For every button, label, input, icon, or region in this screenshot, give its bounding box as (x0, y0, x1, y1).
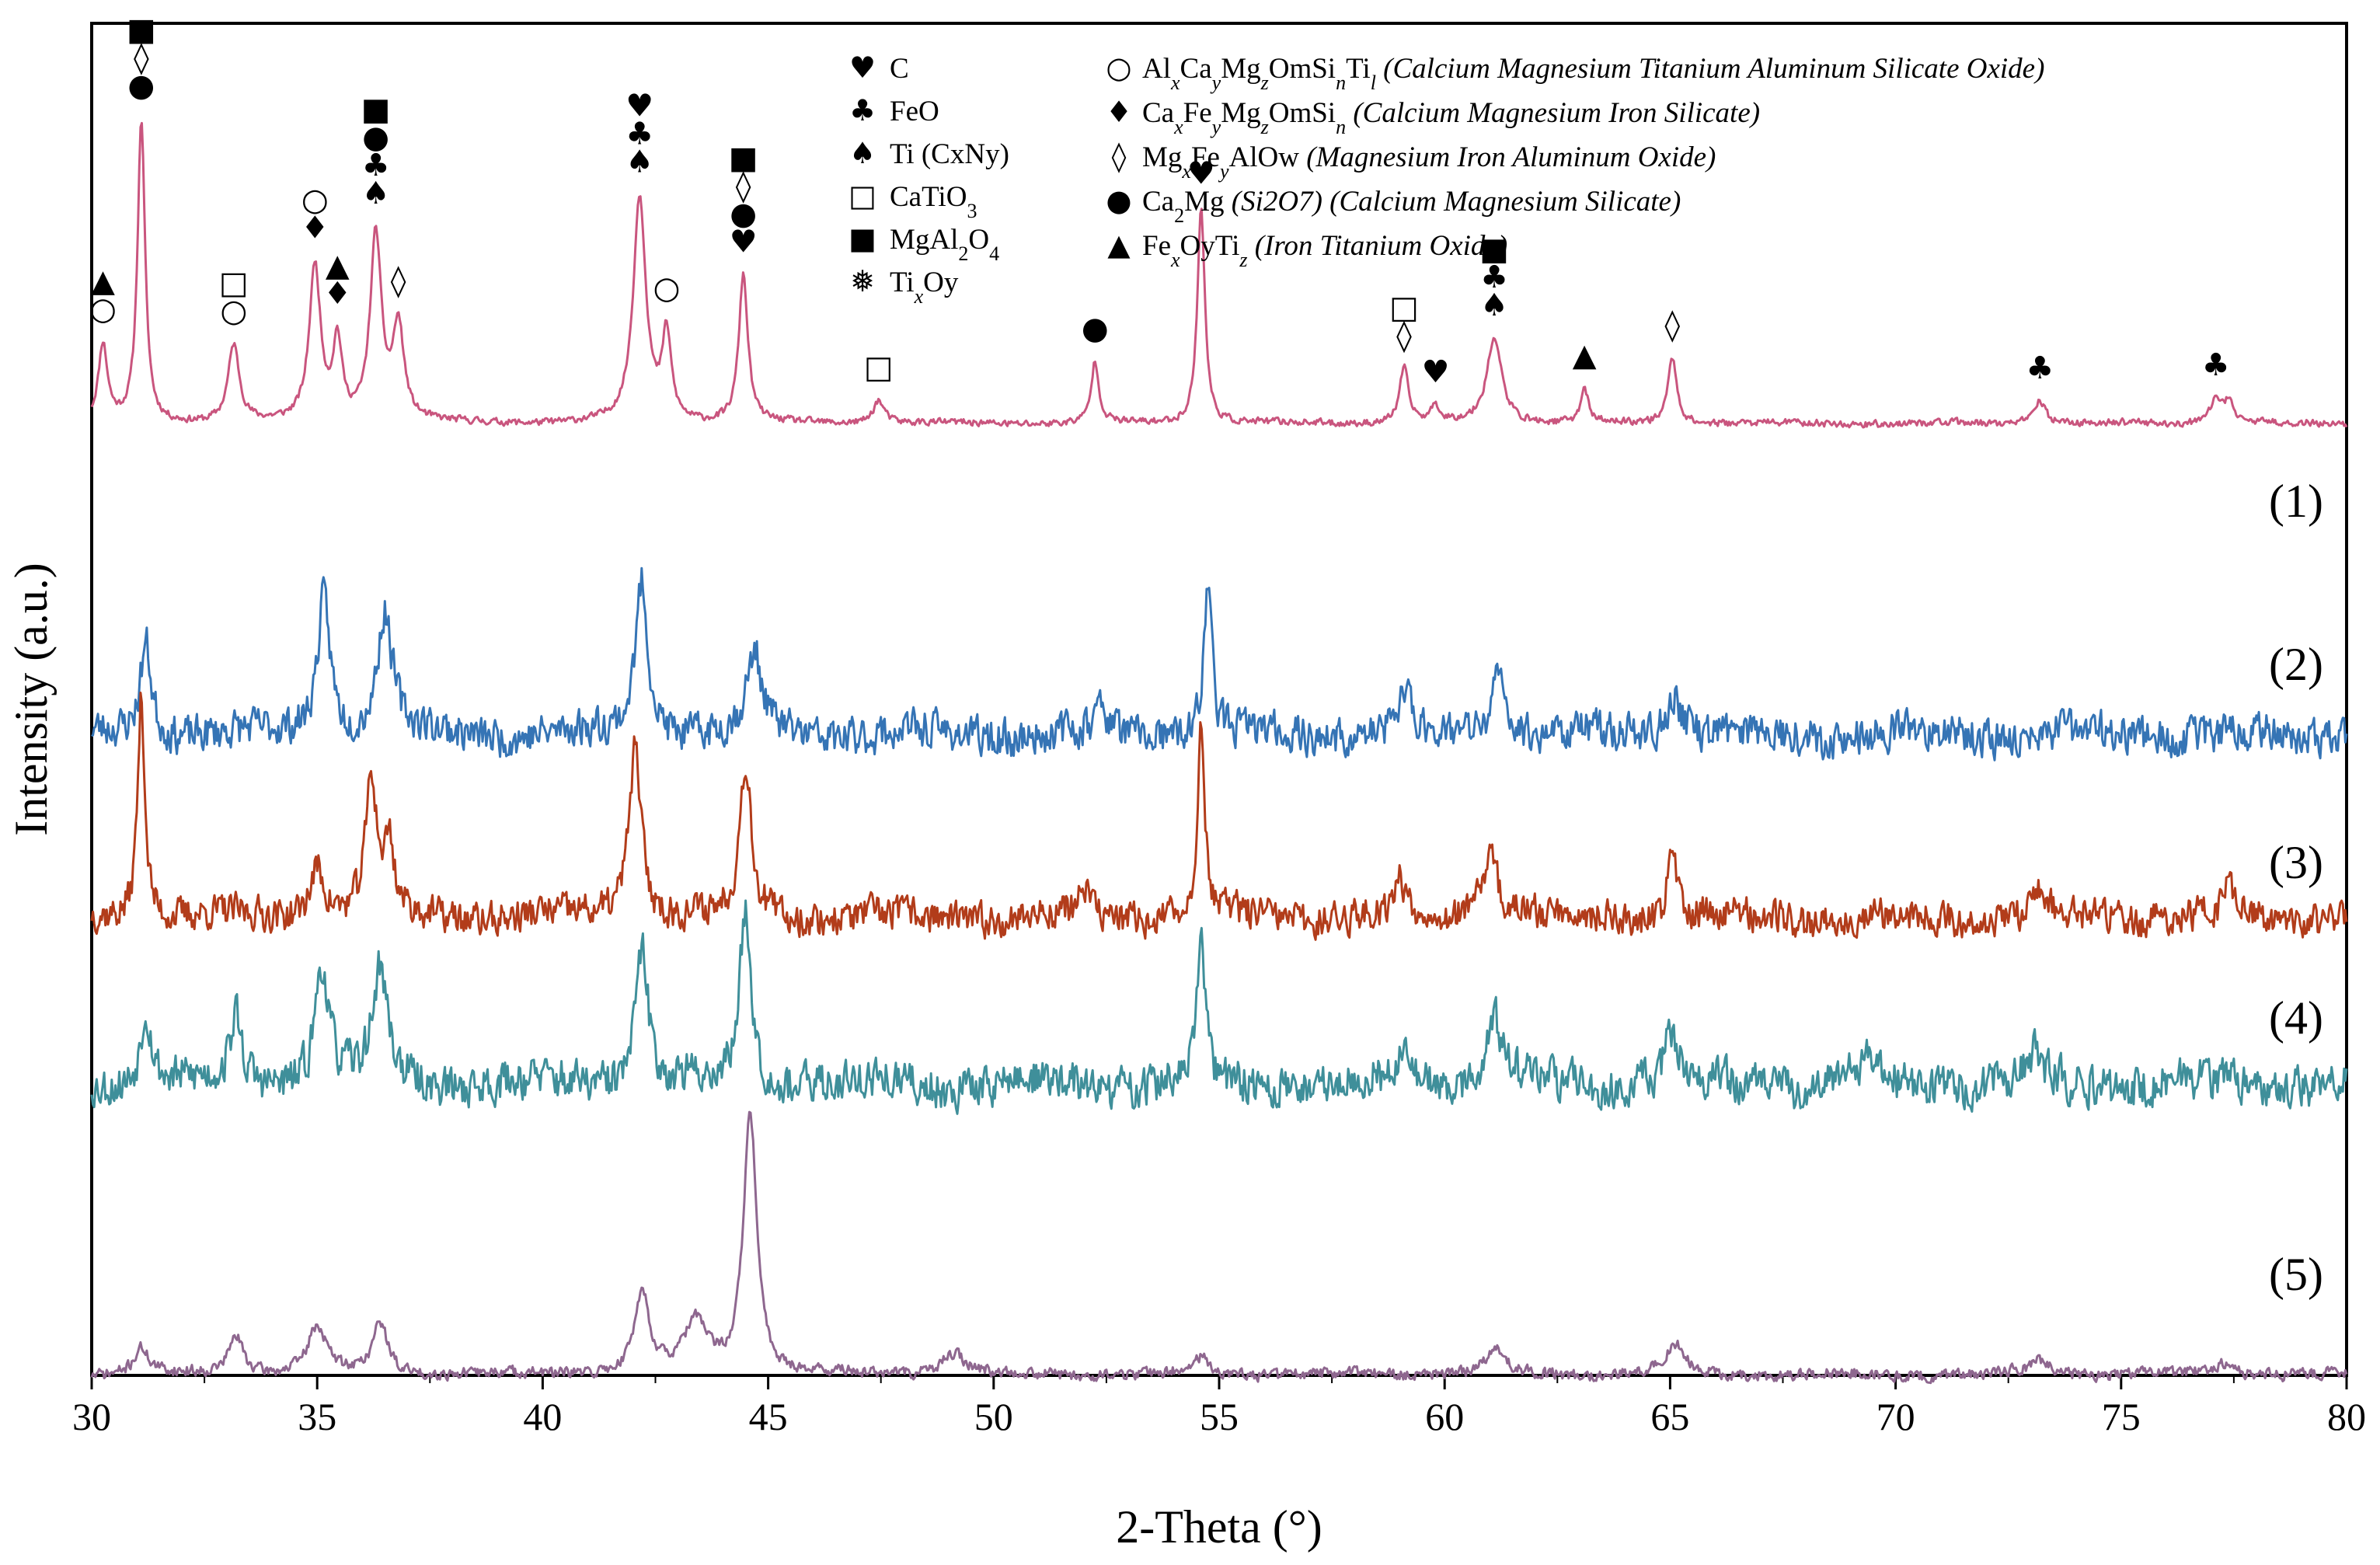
peak-marker: ■ (127, 12, 156, 48)
peak-marker: ♥ (625, 89, 653, 124)
legend-symbol: ♣ (849, 93, 876, 127)
legend-symbol: ♥ (849, 51, 876, 85)
series-line-5 (90, 1110, 2348, 1385)
peak-marker: ▲ (91, 263, 115, 299)
legend-symbol: ▲ (1107, 228, 1131, 262)
peak-marker: ○ (301, 183, 329, 218)
peak-marker: ♣ (2202, 347, 2230, 383)
x-tick-label: 30 (72, 1395, 111, 1438)
legend-symbol: ♦ (1106, 95, 1132, 129)
x-tick-label: 40 (523, 1395, 562, 1438)
peak-marker: ♦ (323, 276, 351, 312)
peak-marker: ◊ (1664, 307, 1680, 343)
legend-label: FeO (890, 96, 939, 127)
peak-marker: ○ (220, 293, 247, 329)
legend-label: TixOy (890, 267, 959, 308)
series-label-1: (1) (2269, 476, 2323, 527)
series-line-1 (90, 121, 2348, 429)
legend-label: Ca2Mg (Si2O7) (Calcium Magnesium Silicat… (1142, 186, 1681, 227)
series-label-2: (2) (2269, 639, 2323, 690)
peak-marker: ♣ (2026, 350, 2054, 386)
legend-label: FexOyTiz (Iron Titanium Oxide) (1142, 230, 1507, 271)
legend-left: ♥ C ♣ FeO ♠ Ti (CxNy) □ CaTiO3 ■ MgAl2O4 ❅ TixOy (849, 51, 1009, 308)
legend-symbol: ● (1106, 183, 1131, 218)
x-tick-label: 55 (1200, 1395, 1239, 1438)
x-axis-ticks: 30 35 40 45 50 55 60 65 70 75 80 (72, 1375, 2366, 1438)
legend-symbol: ■ (849, 221, 876, 256)
series-group (90, 121, 2348, 1385)
peak-markers: ○▲●◊■○□♦○♦▲♠♣●■◊♠♣♥○♥●◊■□●♥◊□♥♠♣■▲◊♣ ♣ (89, 12, 2230, 390)
x-tick-label: 45 (749, 1395, 788, 1438)
peak-marker: ◊ (736, 168, 751, 204)
peak-marker: ■ (361, 92, 391, 127)
peak-marker: ♥ (1422, 354, 1450, 390)
series-labels: (1) (2) (3) (4) (5) (2269, 476, 2323, 1300)
series-label-4: (4) (2269, 992, 2323, 1044)
peak-marker: ■ (1479, 232, 1509, 267)
x-tick-label: 70 (1876, 1395, 1915, 1438)
peak-marker: ♠ (1480, 288, 1508, 323)
peak-marker: ● (127, 68, 155, 104)
peak-marker: ■ (729, 140, 758, 176)
peak-marker: ◊ (134, 40, 149, 76)
peak-marker: ● (730, 196, 757, 232)
x-tick-label: 80 (2327, 1395, 2366, 1438)
series-line-2 (91, 566, 2348, 762)
legend-right: ○ AlxCayMgzOmSinTil (Calcium Magnesium Ti… (1106, 51, 2044, 271)
peak-marker: ▲ (326, 248, 350, 284)
x-axis-title: 2-Theta (°) (1116, 1501, 1322, 1553)
legend-symbol: ◊ (1112, 139, 1127, 173)
peak-marker: ● (362, 120, 389, 155)
x-tick-label: 65 (1650, 1395, 1689, 1438)
peak-marker: □ (219, 265, 249, 301)
peak-marker: □ (864, 350, 894, 385)
legend-symbol: □ (849, 179, 876, 213)
legend-symbol: ❅ (850, 264, 875, 298)
legend-symbol: ♠ (849, 136, 876, 170)
legend-label: MgAl2O4 (890, 224, 999, 265)
peak-marker: ♠ (362, 176, 390, 211)
legend-symbol: ○ (1106, 51, 1131, 85)
series-label-3: (3) (2269, 837, 2323, 888)
peak-marker: □ (1389, 290, 1419, 326)
plot-frame (90, 22, 2348, 1377)
peak-marker: ○ (653, 270, 681, 306)
legend-label: C (890, 53, 909, 85)
x-tick-label: 35 (298, 1395, 336, 1438)
y-axis-title: Intensity (a.u.) (5, 563, 57, 836)
legend-label: AlxCayMgzOmSinTil (Calcium Magnesium Tit… (1142, 53, 2044, 94)
series-label-5: (5) (2269, 1249, 2323, 1300)
peak-marker: ♥ (1187, 156, 1215, 192)
peak-marker: ● (1082, 311, 1109, 347)
series-line-4 (90, 899, 2348, 1115)
legend-label: Ti (CxNy) (890, 138, 1009, 170)
peak-marker: ○ (89, 291, 117, 327)
legend-label: MgxFeyAlOw (Magnesium Iron Aluminum Oxid… (1142, 141, 1716, 183)
legend-label: CaxFeyMgzOmSin (Calcium Magnesium Iron S… (1142, 97, 1760, 138)
peak-marker: ♣ (625, 117, 653, 152)
peak-marker: ♥ (730, 224, 758, 260)
peak-marker: ◊ (1396, 318, 1412, 354)
peak-marker: ♣ (362, 148, 390, 183)
peak-marker: ♦ (301, 211, 329, 246)
peak-marker: ♣ (1480, 260, 1508, 295)
x-tick-label: 50 (974, 1395, 1013, 1438)
peak-marker: ♠ (625, 145, 653, 180)
peak-marker: ◊ (391, 263, 406, 298)
series-line-3 (90, 692, 2348, 941)
x-tick-label: 75 (2102, 1395, 2141, 1438)
peak-marker: ▲ (1573, 337, 1597, 373)
legend-label: CaTiO3 (890, 181, 977, 222)
x-tick-label: 60 (1425, 1395, 1464, 1438)
